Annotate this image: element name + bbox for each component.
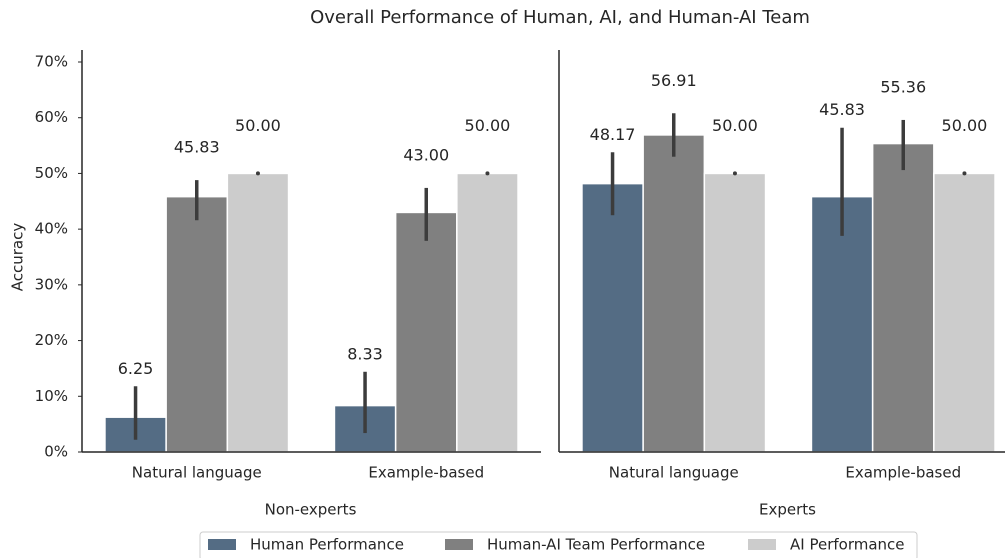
value-label: 50.00 bbox=[942, 116, 988, 135]
y-tick-label: 50% bbox=[35, 164, 68, 182]
x-axis-label: Non-experts bbox=[265, 501, 357, 519]
error-bar bbox=[485, 171, 490, 176]
x-tick-label: Natural language bbox=[609, 464, 739, 482]
bar bbox=[394, 211, 458, 453]
value-label: 55.36 bbox=[880, 77, 926, 96]
value-label: 43.00 bbox=[403, 145, 449, 164]
error-bar bbox=[962, 171, 967, 176]
error-bar bbox=[255, 171, 260, 176]
legend-swatch bbox=[208, 539, 236, 550]
value-label: 48.17 bbox=[590, 125, 636, 144]
error-bar bbox=[732, 171, 737, 176]
y-tick-label: 70% bbox=[35, 53, 68, 71]
y-tick-label: 30% bbox=[35, 275, 68, 293]
bar bbox=[933, 172, 996, 453]
legend-swatch bbox=[445, 539, 473, 550]
x-tick-label: Example-based bbox=[845, 464, 961, 482]
value-label: 56.91 bbox=[651, 71, 697, 90]
legend-box bbox=[199, 531, 918, 558]
x-tick-label: Example-based bbox=[368, 464, 484, 482]
y-tick-label: 40% bbox=[35, 220, 68, 238]
value-label: 45.83 bbox=[819, 100, 865, 119]
y-tick-label: 20% bbox=[35, 331, 68, 349]
value-label: 45.83 bbox=[174, 138, 220, 157]
y-tick-label: 0% bbox=[44, 443, 68, 461]
bar bbox=[581, 182, 644, 453]
value-label: 50.00 bbox=[712, 116, 758, 135]
chart-title: Overall Performance of Human, AI, and Hu… bbox=[310, 7, 810, 28]
y-axis-label: Accuracy bbox=[9, 223, 27, 292]
y-tick-label: 10% bbox=[35, 387, 68, 405]
bar bbox=[642, 134, 706, 453]
bar bbox=[226, 172, 290, 453]
value-label: 8.33 bbox=[347, 344, 383, 363]
bar bbox=[456, 172, 519, 453]
bar bbox=[165, 195, 229, 453]
value-label: 50.00 bbox=[235, 116, 281, 135]
x-tick-label: Natural language bbox=[132, 464, 262, 482]
x-axis-label: Experts bbox=[759, 501, 816, 519]
legend-swatch bbox=[748, 539, 776, 550]
legend-label: Human Performance bbox=[250, 536, 404, 554]
value-label: 6.25 bbox=[118, 359, 154, 378]
legend-label: AI Performance bbox=[790, 536, 905, 554]
legend-label: Human-AI Team Performance bbox=[487, 536, 705, 554]
value-label: 50.00 bbox=[465, 116, 511, 135]
y-tick-label: 60% bbox=[35, 108, 68, 126]
bar bbox=[810, 195, 874, 453]
bar bbox=[871, 142, 935, 453]
bar bbox=[703, 172, 767, 453]
